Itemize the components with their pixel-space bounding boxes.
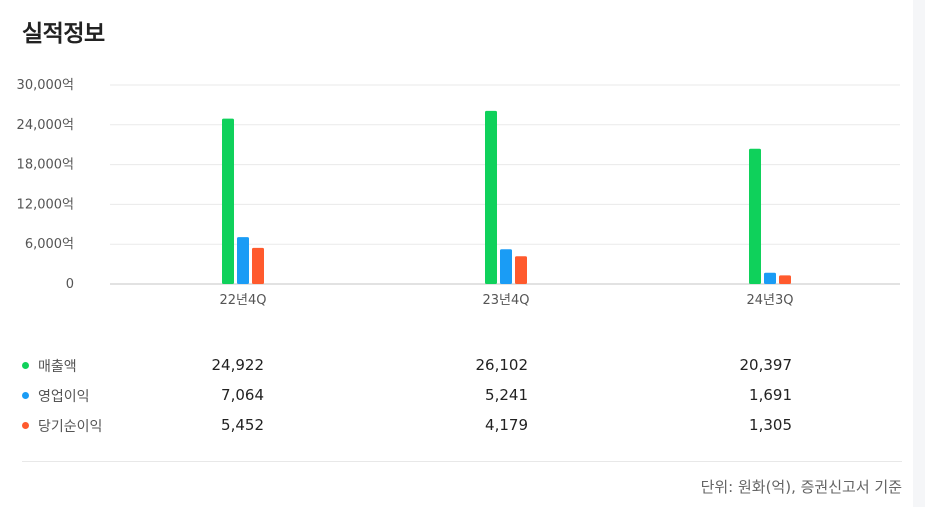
table-cell: 5,452 [221,416,264,434]
bar [764,272,776,284]
revenue-legend-dot [22,362,29,369]
table-row-operating-income: 영업이익 7,064 5,241 1,691 [22,382,902,412]
performance-bar-chart: 30,000억 24,000억 18,000억 12,000억 6,000억 0 22년4Q… [17,78,900,308]
y-tick-label: 18,000억 [17,158,74,173]
bar [485,110,497,284]
bar [222,118,234,284]
table-cell: 26,102 [475,356,529,374]
bar [500,249,512,284]
unit-note: 단위: 원화(억), 증권신고서 기준 [700,478,902,496]
x-tick-label: 22년4Q [219,293,266,308]
right-edge-strip [913,0,925,507]
row-label: 영업이익 [38,389,90,405]
bar [237,237,249,284]
operating-income-legend-dot [22,392,29,399]
y-tick-label: 24,000억 [17,118,74,133]
performance-table: 매출액 24,922 26,102 20,397 영업이익 7,064 5,24… [22,352,902,442]
table-cell: 24,922 [211,356,265,374]
net-income-legend-dot [22,422,29,429]
bar [779,275,791,284]
bar [749,148,761,284]
x-tick-label: 23년4Q [482,293,529,308]
table-row-net-income: 당기순이익 5,452 4,179 1,305 [22,412,902,442]
y-tick-label: 6,000억 [25,237,74,252]
y-tick-label: 12,000억 [17,197,74,212]
divider [22,461,902,462]
row-label: 매출액 [38,359,77,375]
y-tick-label: 0 [66,277,74,292]
table-cell: 4,179 [485,416,528,434]
bar [515,256,527,284]
bar [252,247,264,284]
x-tick-label: 24년3Q [746,293,793,308]
table-cell: 20,397 [739,356,793,374]
table-cell: 1,305 [749,416,792,434]
y-tick-label: 30,000억 [17,78,74,93]
table-cell: 5,241 [485,386,528,404]
table-row-revenue: 매출액 24,922 26,102 20,397 [22,352,902,382]
section-title: 실적정보 [22,21,105,47]
row-label: 당기순이익 [38,419,103,435]
table-cell: 7,064 [221,386,264,404]
table-cell: 1,691 [749,386,792,404]
